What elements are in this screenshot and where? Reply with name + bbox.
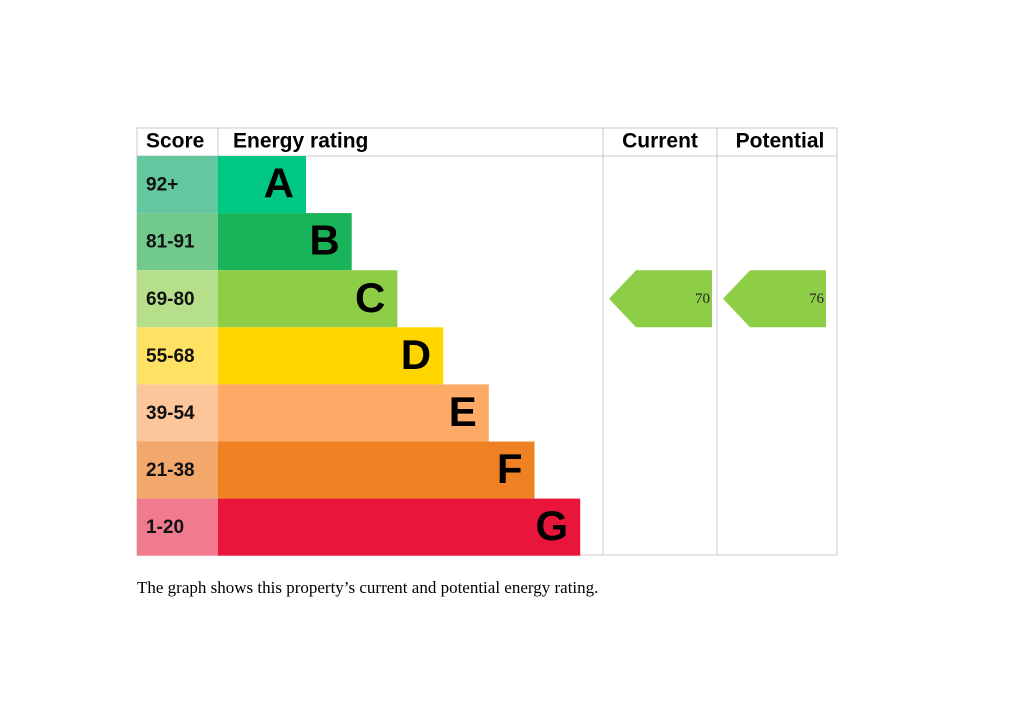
score-label: 69-80	[146, 289, 195, 310]
score-label: 21-38	[146, 460, 195, 481]
rating-bar	[218, 327, 444, 385]
header-current: Current	[622, 130, 698, 153]
rating-letter: A	[264, 160, 294, 207]
score-label: 92+	[146, 175, 178, 196]
score-cell	[137, 156, 218, 214]
rating-letter: D	[401, 331, 431, 378]
rating-value: 76	[809, 291, 825, 307]
rating-letter: E	[449, 388, 477, 435]
header-potential: Potential	[736, 130, 825, 153]
header-score: Score	[146, 130, 204, 153]
rating-letter: F	[497, 445, 523, 492]
caption: The graph shows this property’s current …	[137, 578, 598, 597]
rating-bar	[218, 498, 581, 556]
score-cell	[137, 384, 218, 442]
rating-bar	[218, 384, 489, 442]
score-label: 55-68	[146, 346, 195, 367]
rating-value: 70	[695, 291, 710, 307]
score-cell	[137, 327, 218, 385]
rating-letter: C	[355, 274, 385, 321]
score-cell	[137, 498, 218, 556]
rating-bar	[218, 156, 306, 214]
rating-bar	[218, 213, 352, 271]
score-label: 1-20	[146, 517, 184, 538]
score-cell	[137, 213, 218, 271]
score-label: 39-54	[146, 403, 195, 424]
rating-arrow	[723, 270, 826, 328]
rating-bar	[218, 270, 398, 328]
rating-letter: G	[536, 502, 569, 549]
score-cell	[137, 441, 218, 499]
header-energy-rating: Energy rating	[233, 130, 368, 153]
score-cell	[137, 270, 218, 328]
rating-bar	[218, 441, 535, 499]
score-label: 81-91	[146, 232, 195, 253]
rating-arrow	[609, 270, 712, 328]
rating-letter: B	[309, 217, 339, 264]
